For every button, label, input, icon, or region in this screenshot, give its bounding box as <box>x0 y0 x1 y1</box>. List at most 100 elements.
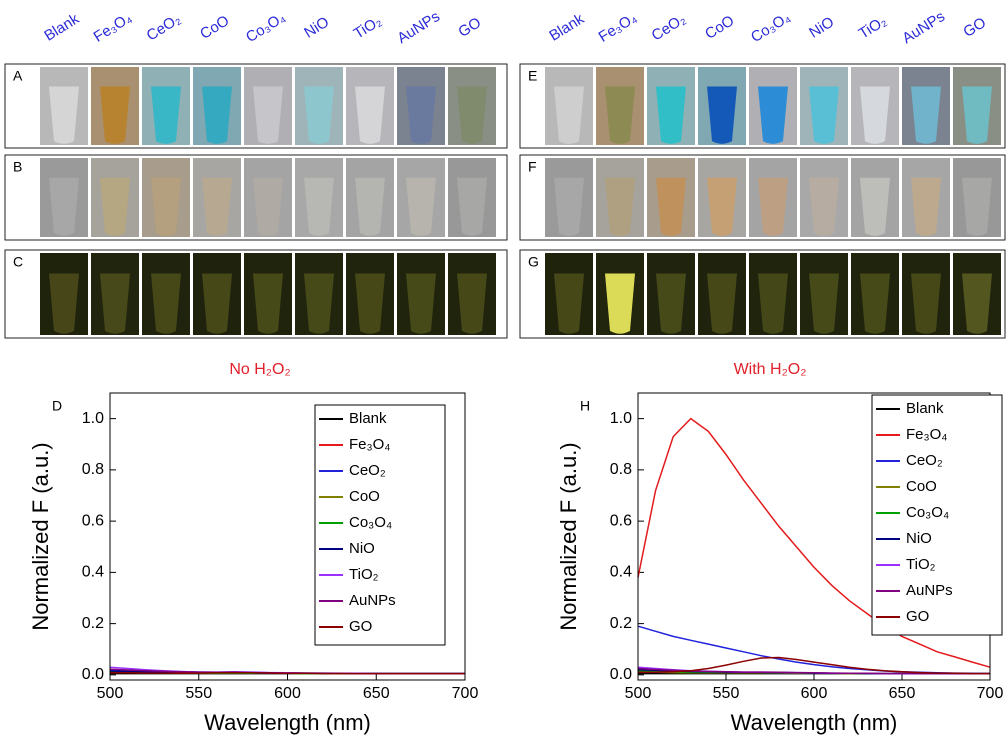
legend-label: CoO <box>349 488 380 505</box>
tube-liquid <box>304 273 334 334</box>
legend-label: AuNPs <box>906 582 953 599</box>
column-label: CoO <box>702 12 737 43</box>
tube-liquid <box>809 273 839 334</box>
line-series <box>637 417 991 668</box>
tube-liquid <box>554 177 584 236</box>
y-tick-label: 0.6 <box>82 512 104 529</box>
column-label: GO <box>455 14 484 41</box>
tube-liquid <box>656 177 686 236</box>
legend-label: Fe₃O₄ <box>349 436 390 453</box>
column-label: NiO <box>806 13 837 41</box>
legend-label: CoO <box>906 478 937 495</box>
x-tick-label: 550 <box>185 685 212 702</box>
plot-frame <box>109 392 466 681</box>
y-tick-label: 0.4 <box>82 564 104 581</box>
tube-liquid <box>151 86 181 144</box>
y-axis-label: Normalized F (a.u.) <box>28 442 53 630</box>
tube-liquid <box>304 177 334 236</box>
column-label: Fe₃O₄ <box>596 9 640 45</box>
legend-label: GO <box>349 618 372 635</box>
tube-liquid <box>707 86 737 144</box>
y-axis-label: Normalized F (a.u.) <box>556 442 581 630</box>
legend-label: CeO₂ <box>906 452 943 469</box>
column-label: CeO₂ <box>649 11 689 45</box>
tube-liquid <box>860 177 890 236</box>
panel-label: G <box>528 254 539 270</box>
tube-liquid <box>554 86 584 144</box>
y-tick-label: 0.4 <box>610 564 632 581</box>
tube-liquid <box>406 273 436 334</box>
line-series <box>638 656 990 675</box>
tube-liquid <box>962 273 992 334</box>
tube-liquid <box>962 86 992 144</box>
legend-label: Blank <box>349 410 387 427</box>
panel-label: D <box>52 398 62 414</box>
panel-label: F <box>528 159 537 175</box>
column-label: NiO <box>301 13 332 41</box>
x-tick-label: 650 <box>889 685 916 702</box>
tube-liquid <box>605 177 635 236</box>
y-tick-label: 0.2 <box>82 615 104 632</box>
legend-label: Blank <box>906 400 944 417</box>
y-tick-label: 1.0 <box>82 410 104 427</box>
x-tick-label: 500 <box>97 685 124 702</box>
y-tick-label: 0.2 <box>610 615 632 632</box>
column-label: AuNPs <box>899 8 948 47</box>
x-tick-label: 650 <box>363 685 390 702</box>
panel-label: B <box>13 159 22 175</box>
tube-liquid <box>554 273 584 334</box>
legend-label: Co₃O₄ <box>906 504 949 521</box>
tube-liquid <box>202 177 232 236</box>
tube-liquid <box>100 273 130 334</box>
column-label: Blank <box>546 10 587 45</box>
column-label: TiO₂ <box>351 12 385 42</box>
tube-liquid <box>304 86 334 144</box>
column-label: Co₃O₄ <box>748 9 794 46</box>
tube-liquid <box>707 177 737 236</box>
tube-liquid <box>809 177 839 236</box>
tube-liquid <box>355 86 385 144</box>
panel-label: E <box>528 68 537 84</box>
x-tick-label: 700 <box>452 685 479 702</box>
legend-label: TiO₂ <box>349 566 379 583</box>
tube-liquid <box>355 177 385 236</box>
tube-liquid <box>860 273 890 334</box>
panel-label: A <box>13 68 23 84</box>
legend-label: Fe₃O₄ <box>906 426 947 443</box>
tube-liquid <box>49 86 79 144</box>
y-tick-label: 0.0 <box>82 666 104 683</box>
tube-liquid <box>809 86 839 144</box>
chart-title: With H₂O₂ <box>734 361 807 378</box>
tube-liquid <box>202 86 232 144</box>
x-tick-label: 600 <box>274 685 301 702</box>
tube-liquid <box>758 86 788 144</box>
tube-liquid <box>911 86 941 144</box>
legend-label: CeO₂ <box>349 462 386 479</box>
tube-liquid <box>962 177 992 236</box>
y-tick-label: 1.0 <box>610 410 632 427</box>
tube-liquid <box>656 273 686 334</box>
column-label: Blank <box>41 10 82 45</box>
tube-liquid <box>758 177 788 236</box>
tube-liquid <box>49 273 79 334</box>
column-label: Co₃O₄ <box>243 9 289 46</box>
tube-liquid <box>253 273 283 334</box>
tube-liquid <box>406 177 436 236</box>
tube-liquid <box>355 273 385 334</box>
panel-label: C <box>13 254 23 270</box>
tube-liquid <box>253 86 283 144</box>
legend-label: TiO₂ <box>906 556 936 573</box>
legend-label: AuNPs <box>349 592 396 609</box>
line-series <box>110 671 465 675</box>
x-tick-label: 550 <box>713 685 740 702</box>
tube-liquid <box>457 273 487 334</box>
legend-label: NiO <box>906 530 932 547</box>
tube-liquid <box>656 86 686 144</box>
x-axis-label: Wavelength (nm) <box>204 710 371 735</box>
panel-label: H <box>580 398 590 414</box>
chart-title: No H₂O₂ <box>229 361 290 378</box>
tube-liquid <box>758 273 788 334</box>
x-tick-label: 600 <box>801 685 828 702</box>
tube-liquid <box>707 273 737 334</box>
